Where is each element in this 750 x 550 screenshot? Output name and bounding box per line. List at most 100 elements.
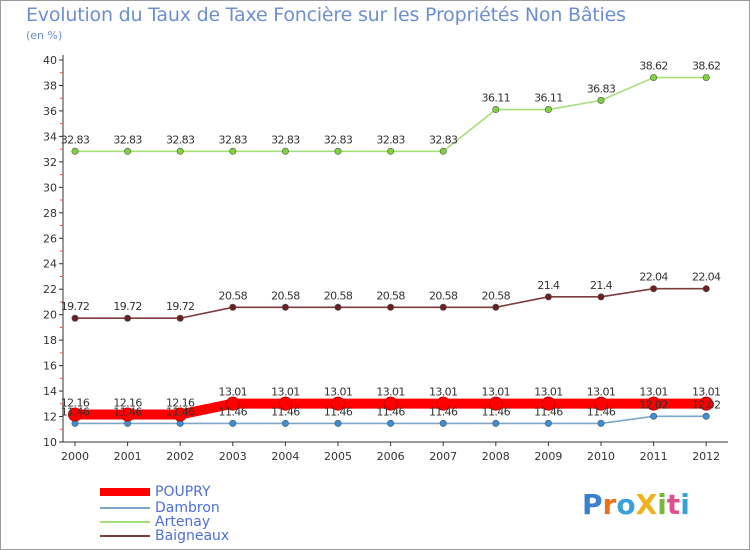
data-point (71, 147, 79, 155)
x-tick-label: 2003 (219, 450, 247, 463)
legend-label: Baigneaux (155, 528, 230, 544)
data-label: 11.46 (166, 405, 195, 418)
data-label: 20.58 (219, 289, 248, 302)
legend-item-dambron: Dambron (100, 500, 260, 516)
data-point (229, 419, 237, 427)
data-label: 32.83 (324, 133, 353, 146)
data-label: 20.58 (482, 289, 511, 302)
data-label: 32.83 (376, 133, 405, 146)
data-label: 11.46 (534, 405, 563, 418)
data-point (387, 303, 395, 311)
data-point (176, 147, 184, 155)
data-label: 11.46 (324, 405, 353, 418)
data-point (702, 74, 710, 82)
legend-item-baigneaux: Baigneaux (100, 528, 260, 544)
data-point (176, 314, 184, 322)
data-point (488, 396, 503, 411)
legend-swatch (100, 535, 150, 537)
x-tick-label: 2004 (271, 450, 299, 463)
x-tick-label: 2010 (587, 450, 615, 463)
data-label: 19.72 (166, 300, 195, 313)
y-tick-label: 34 (43, 130, 57, 143)
data-point (229, 147, 237, 155)
data-label: 21.4 (590, 279, 613, 292)
data-point (492, 419, 500, 427)
x-tick-label: 2012 (692, 450, 720, 463)
data-label: 13.01 (376, 386, 405, 399)
data-point (597, 419, 605, 427)
logo-letter: i (657, 488, 667, 521)
data-point (702, 285, 710, 293)
data-label: 32.83 (271, 133, 300, 146)
legend-swatch (100, 488, 150, 496)
x-tick-label: 2002 (166, 450, 194, 463)
data-label: 11.46 (61, 405, 90, 418)
data-point (383, 396, 398, 411)
y-tick-label: 36 (43, 105, 57, 118)
y-tick-label: 24 (43, 258, 57, 271)
data-point (173, 407, 188, 422)
legend-swatch (100, 507, 150, 509)
data-label: 22.04 (639, 271, 668, 284)
x-tick-label: 2001 (114, 450, 142, 463)
legend-label: Artenay (155, 514, 211, 530)
data-point (544, 106, 552, 114)
data-label: 20.58 (271, 289, 300, 302)
data-label: 12.02 (692, 398, 721, 411)
data-label: 32.83 (113, 133, 142, 146)
data-label: 11.46 (271, 405, 300, 418)
data-label: 11.46 (587, 405, 616, 418)
y-tick-label: 32 (43, 156, 57, 169)
data-label: 13.01 (692, 386, 721, 399)
y-tick-label: 20 (43, 309, 57, 322)
data-point (699, 396, 714, 411)
data-label: 11.46 (429, 405, 458, 418)
data-point (702, 412, 710, 420)
data-point (281, 419, 289, 427)
data-point (541, 396, 556, 411)
data-label: 32.83 (219, 133, 248, 146)
data-point (278, 396, 293, 411)
data-label: 11.46 (376, 405, 405, 418)
data-label: 22.04 (692, 271, 721, 284)
legend-swatch (100, 521, 150, 523)
data-label: 11.46 (113, 405, 142, 418)
data-point (281, 303, 289, 311)
data-label: 21.4 (537, 279, 560, 292)
data-label: 13.01 (587, 386, 616, 399)
data-label: 20.58 (376, 289, 405, 302)
data-label: 12.16 (166, 396, 195, 409)
data-label: 13.01 (429, 386, 458, 399)
data-point (650, 285, 658, 293)
x-tick-label: 2005 (324, 450, 352, 463)
proxiti-logo: ProXiti (582, 488, 690, 521)
data-label: 19.72 (61, 300, 90, 313)
data-point (387, 419, 395, 427)
data-label: 11.46 (219, 405, 248, 418)
data-point (597, 293, 605, 301)
data-label: 12.02 (639, 398, 668, 411)
data-point (439, 303, 447, 311)
y-tick-label: 14 (43, 385, 57, 398)
data-point (439, 419, 447, 427)
data-label: 19.72 (113, 300, 142, 313)
chart-subtitle: (en %) (26, 29, 63, 42)
y-tick-label: 26 (43, 232, 57, 245)
data-point (492, 303, 500, 311)
data-label: 38.62 (639, 60, 668, 73)
data-label: 13.01 (219, 386, 248, 399)
data-label: 12.16 (113, 396, 142, 409)
data-point (650, 74, 658, 82)
logo-letter: X (635, 488, 658, 521)
data-point (68, 407, 82, 422)
y-tick-label: 16 (43, 360, 57, 373)
data-point (334, 303, 342, 311)
data-label: 20.58 (324, 289, 353, 302)
legend-item-poupry: POUPRY (100, 484, 260, 500)
y-tick-label: 28 (43, 207, 57, 220)
x-tick-label: 2008 (482, 450, 510, 463)
y-tick-label: 38 (43, 79, 57, 92)
data-label: 32.83 (166, 133, 195, 146)
data-label: 36.11 (482, 92, 511, 105)
